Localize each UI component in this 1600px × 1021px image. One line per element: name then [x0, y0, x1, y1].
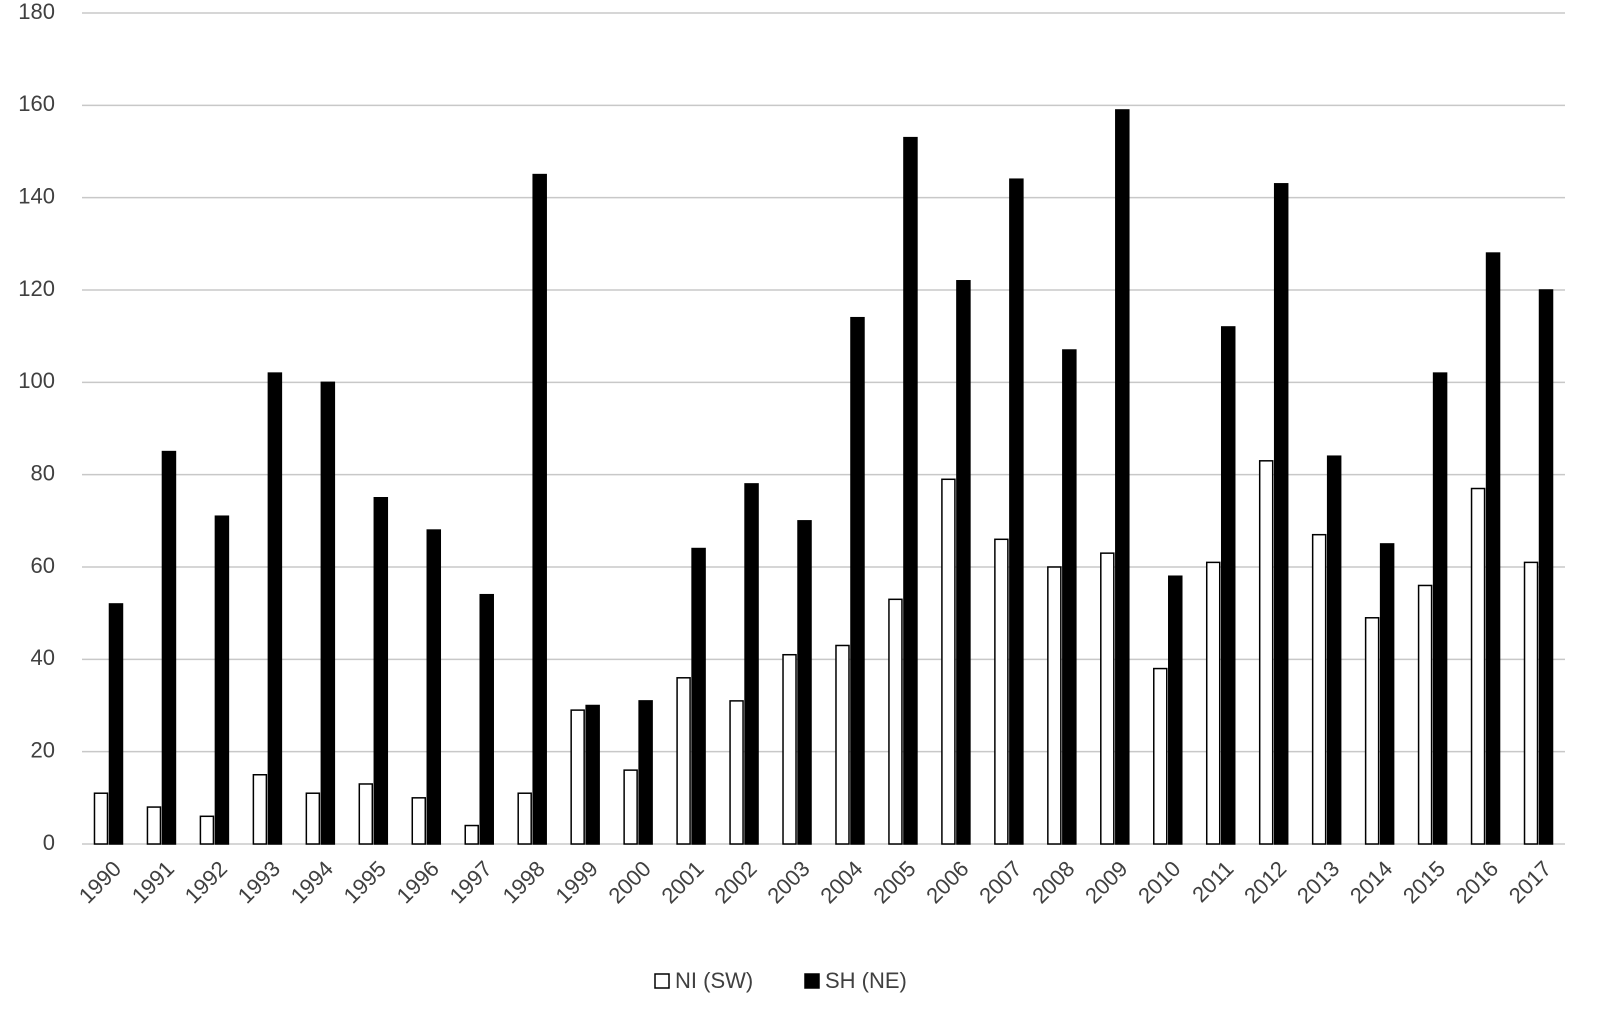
y-tick-label: 120	[18, 276, 55, 301]
bar	[267, 372, 283, 845]
bar	[1220, 326, 1236, 845]
bar	[305, 792, 321, 845]
x-tick-label: 2000	[603, 856, 655, 908]
x-tick-label: 1997	[445, 856, 497, 908]
bar	[373, 497, 389, 845]
x-tick-label: 2013	[1292, 856, 1344, 908]
bar	[888, 598, 903, 845]
legend-label: NI (SW)	[675, 968, 753, 993]
bar	[1432, 372, 1448, 845]
x-tick-label: 2004	[815, 856, 867, 908]
x-tick-label: 2009	[1080, 856, 1132, 908]
bar	[214, 515, 230, 845]
bar	[1047, 566, 1062, 845]
y-tick-label: 160	[18, 91, 55, 116]
x-tick-label: 1998	[498, 856, 550, 908]
bar	[744, 483, 759, 845]
bar	[1009, 178, 1024, 845]
bar	[1379, 543, 1395, 845]
bar	[1538, 289, 1554, 845]
bar	[479, 593, 494, 845]
bar	[941, 478, 956, 845]
bar	[1205, 561, 1221, 845]
bar	[1258, 460, 1274, 845]
bar	[1485, 252, 1501, 845]
bar	[320, 381, 336, 845]
x-tick-label: 2017	[1504, 856, 1556, 908]
bar	[782, 653, 797, 845]
bar	[1062, 349, 1077, 845]
bar	[585, 704, 600, 845]
bar	[358, 783, 374, 845]
bar	[1523, 561, 1539, 845]
bar	[517, 792, 532, 845]
bar	[464, 824, 479, 845]
x-tick-label: 2005	[868, 856, 920, 908]
x-tick-label: 2014	[1345, 856, 1397, 908]
bar	[691, 547, 706, 845]
bar	[994, 538, 1009, 845]
bar	[676, 677, 691, 845]
y-tick-label: 180	[18, 0, 55, 24]
y-tick-label: 60	[31, 553, 55, 578]
y-tick-label: 80	[31, 460, 55, 485]
x-tick-label: 2002	[709, 856, 761, 908]
bar	[426, 529, 442, 845]
bar	[623, 769, 638, 845]
bar	[729, 700, 744, 845]
x-tick-label: 1990	[74, 856, 126, 908]
bar	[252, 774, 268, 845]
bar	[797, 520, 812, 845]
x-tick-label: 1995	[339, 856, 391, 908]
legend-swatch	[654, 973, 670, 989]
y-tick-label: 100	[18, 368, 55, 393]
x-tick-label: 2016	[1451, 856, 1503, 908]
y-tick-label: 140	[18, 183, 55, 208]
bar	[850, 316, 865, 845]
x-tick-label: 1991	[127, 856, 179, 908]
x-tick-label: 1994	[286, 856, 338, 908]
bar	[1100, 552, 1115, 845]
x-tick-label: 2008	[1027, 856, 1079, 908]
x-tick-label: 2015	[1398, 856, 1450, 908]
x-tick-label: 1992	[180, 856, 232, 908]
x-tick-label: 1999	[551, 856, 603, 908]
x-tick-label: 2011	[1187, 856, 1238, 907]
bar	[93, 792, 109, 845]
x-tick-label: 2012	[1239, 856, 1291, 908]
x-tick-label: 2006	[921, 856, 973, 908]
x-tick-label: 1996	[392, 856, 444, 908]
bar	[638, 700, 653, 845]
bar	[1326, 455, 1342, 845]
bar	[532, 173, 547, 845]
bar	[1311, 533, 1327, 845]
bar	[1168, 575, 1183, 845]
y-tick-label: 20	[31, 737, 55, 762]
bar	[411, 797, 427, 845]
y-tick-label: 0	[43, 830, 55, 855]
x-tick-label: 2010	[1133, 856, 1185, 908]
bar	[1273, 183, 1289, 845]
bar	[161, 450, 177, 845]
bar	[1470, 487, 1486, 845]
bar	[903, 136, 918, 845]
y-tick-label: 40	[31, 645, 55, 670]
bar	[1417, 584, 1433, 845]
bar	[1115, 109, 1130, 845]
x-tick-label: 2007	[974, 856, 1026, 908]
x-tick-label: 2001	[656, 856, 708, 908]
bar	[1153, 667, 1168, 845]
bar	[108, 603, 124, 845]
bar	[835, 644, 850, 845]
x-tick-label: 2003	[762, 856, 814, 908]
bar	[570, 709, 585, 845]
x-tick-label: 1993	[233, 856, 285, 908]
legend-swatch	[804, 973, 820, 989]
bar	[146, 806, 162, 845]
bar	[199, 815, 215, 845]
legend-label: SH (NE)	[825, 968, 907, 993]
bar	[1364, 617, 1380, 845]
bar	[956, 280, 971, 845]
